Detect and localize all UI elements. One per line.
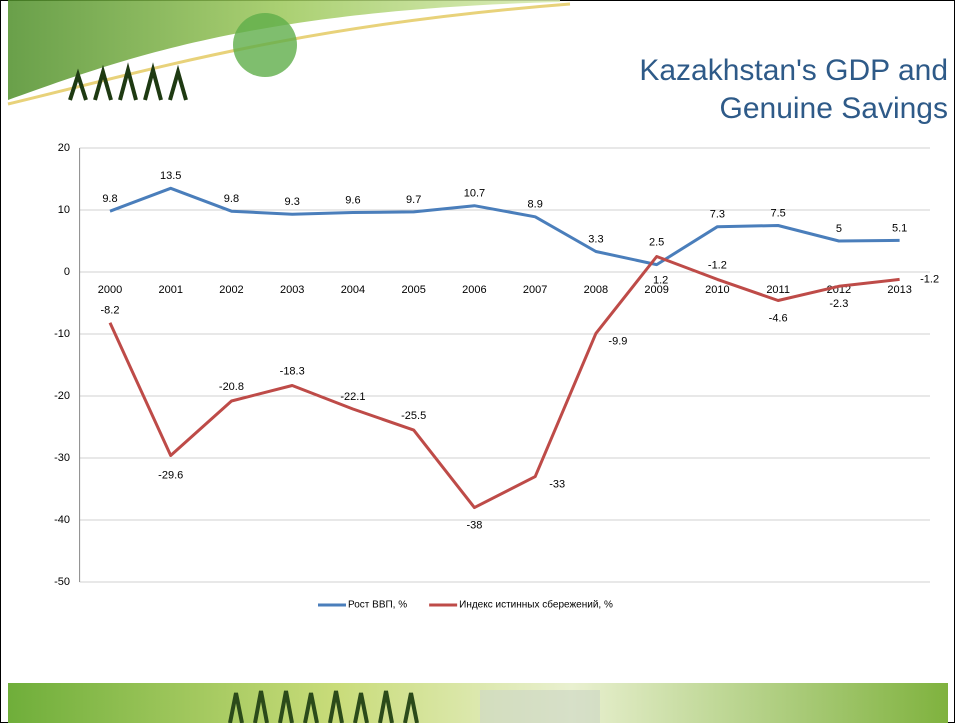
data-label: -9.9 bbox=[608, 335, 627, 347]
x-tick-label: 2006 bbox=[462, 284, 486, 296]
data-label: 8.9 bbox=[528, 199, 543, 211]
data-label: 9.8 bbox=[224, 193, 239, 205]
data-label: 10.7 bbox=[464, 188, 485, 200]
legend-label: Индекс истинных сбережений, % bbox=[459, 599, 613, 611]
data-label: -2.3 bbox=[829, 298, 848, 310]
y-tick-label: 10 bbox=[58, 204, 70, 216]
footer-decoration bbox=[8, 683, 948, 723]
y-tick-label: 0 bbox=[64, 266, 70, 278]
data-label: -25.5 bbox=[401, 410, 426, 422]
y-tick-label: -40 bbox=[54, 514, 70, 526]
title-line-2: Genuine Savings bbox=[720, 92, 949, 125]
slide: Kazakhstan's GDP and Genuine Savings -50… bbox=[0, 0, 955, 723]
data-label: -38 bbox=[466, 520, 482, 532]
data-label: 9.8 bbox=[102, 193, 117, 205]
data-label: 2.5 bbox=[649, 236, 664, 248]
data-label: -22.1 bbox=[340, 391, 365, 403]
x-tick-label: 2000 bbox=[98, 284, 122, 296]
data-label: -8.2 bbox=[100, 305, 119, 317]
x-tick-label: 2010 bbox=[705, 284, 729, 296]
data-label: 5.1 bbox=[892, 222, 907, 234]
x-tick-label: 2003 bbox=[280, 284, 304, 296]
x-tick-label: 2002 bbox=[219, 284, 243, 296]
data-label: 9.3 bbox=[285, 196, 300, 208]
data-label: 5 bbox=[836, 223, 842, 235]
x-tick-label: 2005 bbox=[401, 284, 425, 296]
data-label: -1.2 bbox=[920, 273, 939, 285]
x-tick-label: 2011 bbox=[766, 284, 790, 296]
y-tick-label: -50 bbox=[54, 576, 70, 588]
y-tick-label: -20 bbox=[54, 390, 70, 402]
data-label: -4.6 bbox=[769, 312, 788, 324]
data-label: -20.8 bbox=[219, 381, 244, 393]
legend-label: Рост ВВП, % bbox=[348, 600, 407, 611]
data-label: 3.3 bbox=[588, 233, 603, 245]
y-tick-label: -10 bbox=[54, 328, 70, 340]
x-tick-label: 2013 bbox=[887, 284, 911, 296]
title-line-1: Kazakhstan's GDP and bbox=[639, 54, 948, 87]
y-tick-label: -30 bbox=[54, 452, 70, 464]
data-label: -18.3 bbox=[280, 365, 305, 377]
x-tick-label: 2001 bbox=[158, 284, 182, 296]
data-label: -1.2 bbox=[708, 259, 727, 271]
x-tick-label: 2007 bbox=[523, 284, 547, 296]
data-label: 13.5 bbox=[160, 170, 181, 182]
data-label: 7.3 bbox=[710, 209, 725, 221]
x-tick-label: 2004 bbox=[341, 284, 365, 296]
y-tick-label: 20 bbox=[58, 142, 70, 154]
data-label: 9.6 bbox=[345, 194, 360, 206]
data-label: -33 bbox=[549, 479, 565, 491]
data-label: 7.5 bbox=[770, 207, 785, 219]
data-label: -29.6 bbox=[158, 469, 183, 481]
data-label: 1.2 bbox=[653, 274, 668, 286]
x-tick-label: 2008 bbox=[584, 284, 608, 296]
data-label: 9.7 bbox=[406, 194, 421, 206]
